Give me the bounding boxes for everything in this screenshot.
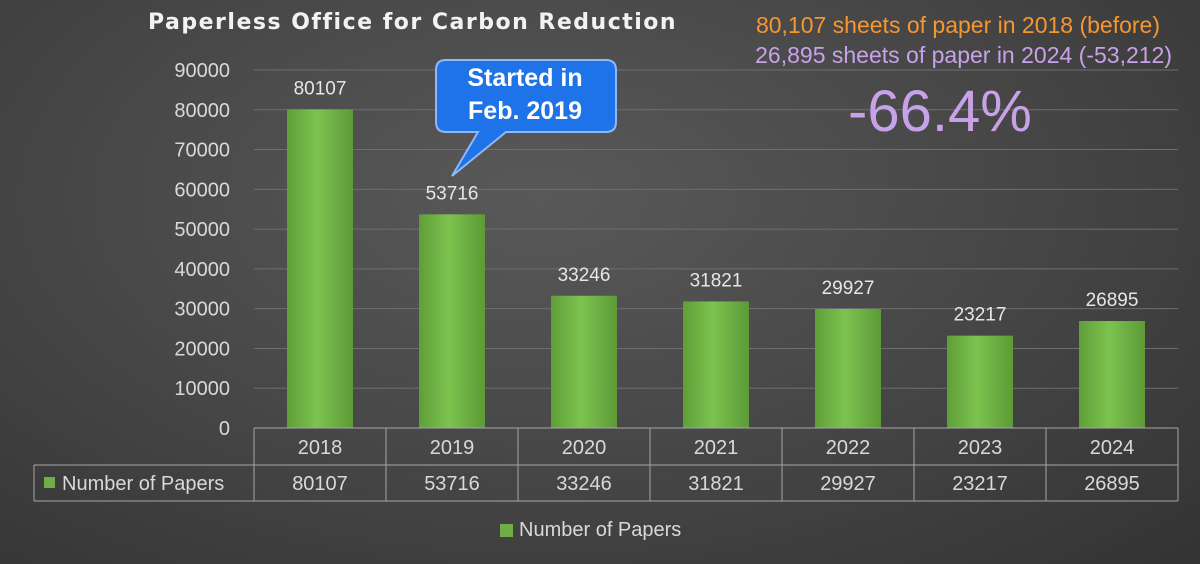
bar-2024 xyxy=(1079,321,1145,428)
y-tick-label: 60000 xyxy=(174,179,230,201)
table-legend-swatch xyxy=(44,477,55,488)
y-tick-label: 40000 xyxy=(174,259,230,281)
table-value-2023: 23217 xyxy=(952,473,1008,495)
data-label-2020: 33246 xyxy=(558,265,611,286)
y-tick-label: 0 xyxy=(219,418,230,440)
bar-2023 xyxy=(947,335,1013,428)
bar-series xyxy=(287,109,1145,428)
data-label-2024: 26895 xyxy=(1086,290,1139,311)
grid-lines xyxy=(254,69,1178,429)
legend-swatch xyxy=(500,524,513,537)
data-label-2023: 23217 xyxy=(954,305,1007,326)
bar-2022 xyxy=(815,308,881,428)
callout-bubble xyxy=(435,59,617,177)
bar-2018 xyxy=(287,109,353,428)
data-label-2022: 29927 xyxy=(822,278,875,299)
legend-label: Number of Papers xyxy=(519,519,682,541)
y-tick-label: 30000 xyxy=(174,299,230,321)
x-tick-label-2022: 2022 xyxy=(826,437,871,459)
x-tick-label-2018: 2018 xyxy=(298,437,343,459)
x-tick-label-2021: 2021 xyxy=(694,437,739,459)
table-series-name: Number of Papers xyxy=(62,473,224,495)
y-tick-label: 10000 xyxy=(174,378,230,400)
table-value-2018: 80107 xyxy=(292,473,348,495)
data-label-2018: 80107 xyxy=(294,78,347,99)
y-axis: 0 10000 20000 30000 40000 50000 60000 70000 8000… xyxy=(174,60,230,440)
x-tick-label-2020: 2020 xyxy=(562,437,607,459)
data-label-2021: 31821 xyxy=(690,270,743,291)
data-labels: 80107 53716 33246 31821 29927 23217 26895 xyxy=(294,78,1139,325)
x-tick-label-2024: 2024 xyxy=(1090,437,1135,459)
note-after: 26,895 sheets of paper in 2024 (-53,212) xyxy=(755,42,1172,68)
chart-title: Paperless Office for Carbon Reduction xyxy=(148,10,678,35)
y-tick-label: 90000 xyxy=(174,60,230,82)
x-tick-label-2019: 2019 xyxy=(430,437,475,459)
y-tick-label: 20000 xyxy=(174,338,230,360)
table-value-2021: 31821 xyxy=(688,473,744,495)
y-tick-label: 50000 xyxy=(174,219,230,241)
callout-shape xyxy=(435,59,617,177)
bar-2019 xyxy=(419,214,485,428)
bar-2021 xyxy=(683,301,749,428)
data-label-2019: 53716 xyxy=(426,183,479,204)
reduction-percentage: -66.4% xyxy=(848,79,1032,144)
callout-text: Started in Feb. 2019 xyxy=(437,62,613,128)
y-tick-label: 70000 xyxy=(174,140,230,162)
note-before: 80,107 sheets of paper in 2018 (before) xyxy=(755,12,1160,38)
callout-line-1: Started in xyxy=(467,64,583,92)
chart-legend: Number of Papers xyxy=(500,519,681,542)
x-tick-label-2023: 2023 xyxy=(958,437,1003,459)
table-value-2022: 29927 xyxy=(820,473,876,495)
table-value-2024: 26895 xyxy=(1084,473,1140,495)
bar-2020 xyxy=(551,295,617,428)
table-value-2020: 33246 xyxy=(556,473,612,495)
y-tick-label: 80000 xyxy=(174,100,230,122)
data-table: Number of Papers 2018 80107 2019 53716 2020 33… xyxy=(33,427,1179,502)
callout-line-2: Feb. 2019 xyxy=(468,97,582,125)
table-value-2019: 53716 xyxy=(424,473,480,495)
